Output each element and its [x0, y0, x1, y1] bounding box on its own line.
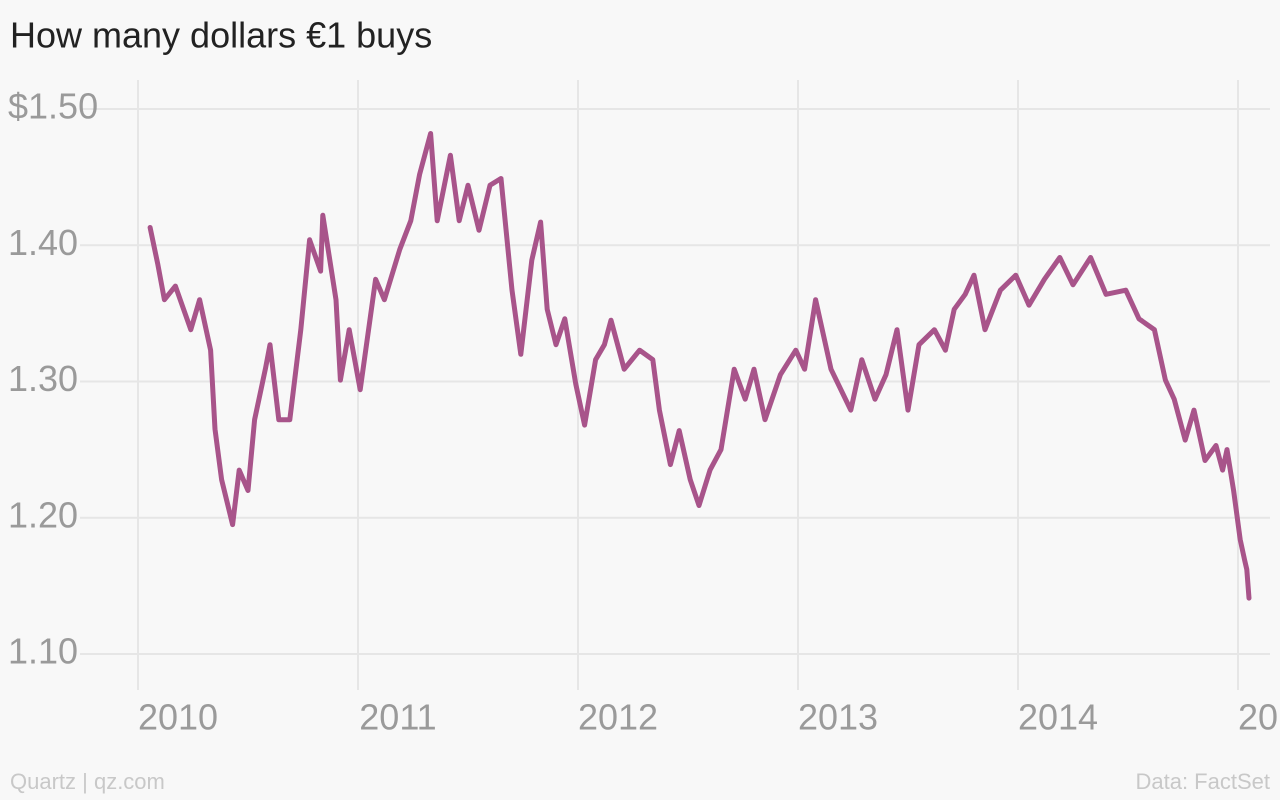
y-tick-label: 1.10 — [8, 631, 78, 672]
line — [147, 131, 1252, 601]
x-tick-label: 2011 — [359, 697, 436, 738]
y-tick-label: 1.40 — [8, 222, 78, 263]
y-tick-label: 1.30 — [8, 358, 78, 399]
y-tick-label: 1.20 — [8, 494, 78, 535]
y-tick-label: $1.50 — [8, 86, 98, 127]
source-right: Data: FactSet — [1135, 769, 1270, 794]
x-tick-label: 2015 — [1238, 697, 1280, 738]
x-tick-label: 2010 — [138, 697, 218, 738]
source-left: Quartz | qz.com — [10, 769, 165, 794]
x-tick-label: 2013 — [798, 697, 878, 738]
x-tick-label: 2014 — [1018, 697, 1098, 738]
chart-title: How many dollars €1 buys — [10, 15, 432, 56]
x-tick-label: 2012 — [578, 697, 658, 738]
